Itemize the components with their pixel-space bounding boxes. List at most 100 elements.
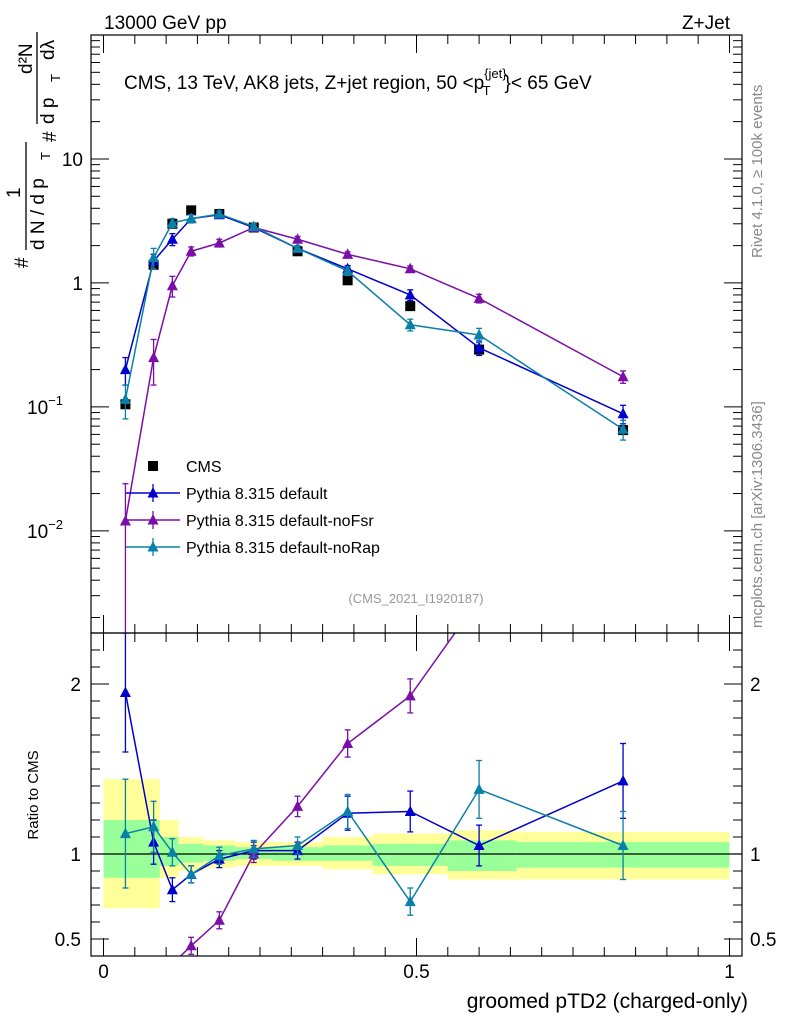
main-ytick-label: 1	[72, 274, 83, 295]
xtick-label: 0	[98, 962, 109, 983]
point-noFsr	[185, 245, 197, 256]
point-noFsr	[148, 351, 160, 363]
header-right: Z+Jet	[682, 13, 731, 34]
rivet-version-label: Rivet 4.1.0, ≥ 100k events	[749, 85, 766, 258]
header-left: 13000 GeV pp	[104, 13, 227, 34]
point-noRap	[248, 220, 260, 232]
legend-item-noRap: Pythia 8.315 default-noRap	[126, 538, 380, 557]
ratio-ytick-label: 0.5	[55, 930, 81, 951]
ylabel-num: 1	[4, 187, 25, 198]
ratio-series	[119, 633, 629, 956]
point-noFsr	[292, 233, 304, 244]
main-ylabel: # 1 d N / d p T # d²N d p T dλ	[4, 32, 63, 268]
ratio-line-noFsr	[190, 633, 456, 947]
title-post: }< 65 GeV	[505, 73, 592, 94]
ratio-point-noRap	[213, 849, 225, 861]
ratio-ytick-label-right: 2	[750, 675, 761, 696]
point-noRap	[342, 264, 354, 276]
series-default	[119, 208, 629, 425]
ratio-band-inner	[178, 843, 204, 863]
ratio-point-noFsr	[213, 914, 225, 925]
ratio-ticks: 0.5 0.5 1 1 2 2 0 0.5 1	[55, 633, 776, 983]
point-data	[405, 301, 416, 312]
point-noFsr	[473, 292, 485, 303]
point-noRap	[166, 216, 178, 228]
ratio-point-noRap	[404, 895, 416, 907]
legend-label-noFsr: Pythia 8.315 default-noFsr	[186, 513, 374, 530]
legend-label-data: CMS	[186, 459, 222, 476]
point-noRap	[185, 212, 197, 224]
legend-marker-default	[147, 487, 159, 498]
ratio-point-default	[119, 686, 131, 697]
ratio-point-noFsr	[292, 800, 304, 811]
main-ytick-label: 10−2	[27, 517, 63, 543]
legend-label-default: Pythia 8.315 default	[186, 486, 328, 503]
title-pre: CMS, 13 TeV, AK8 jets, Z+jet region, 50 …	[124, 73, 484, 94]
xtick-label: 0.5	[403, 962, 429, 983]
ratio-ytick-label: 1	[70, 845, 81, 866]
ratio-band-inner	[372, 843, 448, 866]
point-noRap	[148, 251, 160, 263]
series-noFsr	[119, 221, 629, 633]
title-sup: {jet}	[484, 66, 507, 81]
ratio-point-noRap	[248, 842, 260, 854]
ratio-point-noRap	[166, 846, 178, 857]
main-ticks: 10−2 10−1 1 10	[27, 35, 742, 633]
point-noFsr	[617, 370, 629, 382]
title-sub: T	[483, 83, 491, 98]
ratio-point-noRap	[473, 783, 485, 794]
ratio-point-noRap	[185, 868, 197, 879]
ratio-point-noRap	[292, 839, 304, 850]
ratio-band-inner	[159, 837, 179, 866]
main-panel: 10−2 10−1 1 10 CMS, 13 TeV, AK8 jets, Z+jet…	[27, 34, 743, 634]
series-data	[120, 205, 629, 436]
series-line-default	[124, 213, 624, 415]
ratio-point-default	[166, 883, 178, 895]
point-default	[119, 363, 131, 375]
point-noFsr	[342, 248, 354, 259]
ylabel-lambda: dλ	[38, 39, 59, 60]
ylabel-bot-sub-t: T	[48, 74, 63, 82]
point-noRap	[473, 329, 485, 340]
ratio-ylabel: Ratio to CMS	[25, 750, 42, 839]
ratio-point-noRap	[119, 827, 131, 839]
ratio-ytick-label-right: 1	[750, 845, 761, 866]
ylabel-sub-t: T	[38, 152, 53, 160]
point-default	[404, 288, 416, 300]
ratio-point-noRap	[617, 839, 629, 850]
main-ytick-label: 10−1	[27, 393, 63, 419]
point-data	[186, 205, 197, 216]
main-ytick-label: 10	[62, 150, 83, 171]
ratio-point-default	[617, 774, 629, 786]
point-noRap	[617, 423, 629, 434]
ratio-panel: 0.5 0.5 1 1 2 2 0 0.5 1 Ratio to CMS groomed pTD…	[25, 632, 776, 1013]
x-axis-label: groomed pTD2 (charged-only)	[467, 990, 748, 1013]
ratio-point-noFsr	[404, 689, 416, 701]
legend-marker-noFsr	[147, 514, 159, 525]
ratio-point-default	[473, 839, 485, 850]
point-noFsr	[119, 515, 131, 526]
point-default	[617, 407, 629, 419]
ratio-point-noFsr	[342, 737, 354, 748]
ylabel-hash2: #	[40, 131, 61, 142]
analysis-watermark: (CMS_2021_I1920187)	[348, 591, 483, 606]
ylabel-top: d²N	[16, 43, 37, 74]
point-default	[473, 341, 485, 353]
point-noFsr	[213, 236, 225, 248]
series-noRap	[119, 207, 629, 441]
legend-item-data: CMS	[148, 459, 222, 476]
xtick-label: 1	[724, 962, 735, 983]
ratio-frame	[90, 632, 743, 957]
ratio-series-noFsr	[179, 633, 456, 956]
point-noRap	[404, 318, 416, 330]
ratio-point-noRap	[342, 805, 354, 816]
legend-marker-data	[148, 461, 158, 471]
point-noRap	[213, 207, 225, 219]
point-noRap	[119, 393, 131, 404]
point-default	[166, 233, 178, 244]
legend-marker-noRap	[147, 541, 159, 552]
ratio-point-noFsr	[185, 939, 197, 951]
point-noRap	[292, 242, 304, 253]
ylabel-hash: #	[12, 257, 33, 268]
